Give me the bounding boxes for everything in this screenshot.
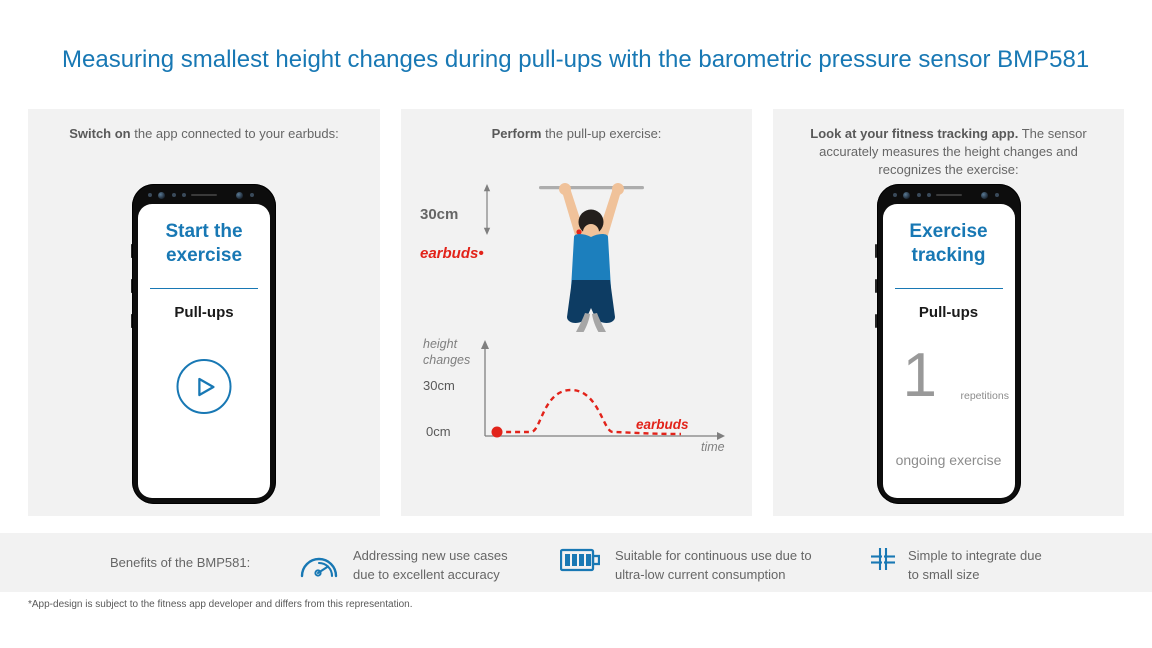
svg-text:time: time — [701, 440, 725, 452]
svg-text:height: height — [423, 337, 458, 351]
svg-text:30cm: 30cm — [423, 378, 455, 393]
svg-text:earbuds: earbuds — [636, 417, 689, 432]
svg-text:0cm: 0cm — [426, 424, 451, 439]
svg-text:changes: changes — [423, 353, 470, 367]
